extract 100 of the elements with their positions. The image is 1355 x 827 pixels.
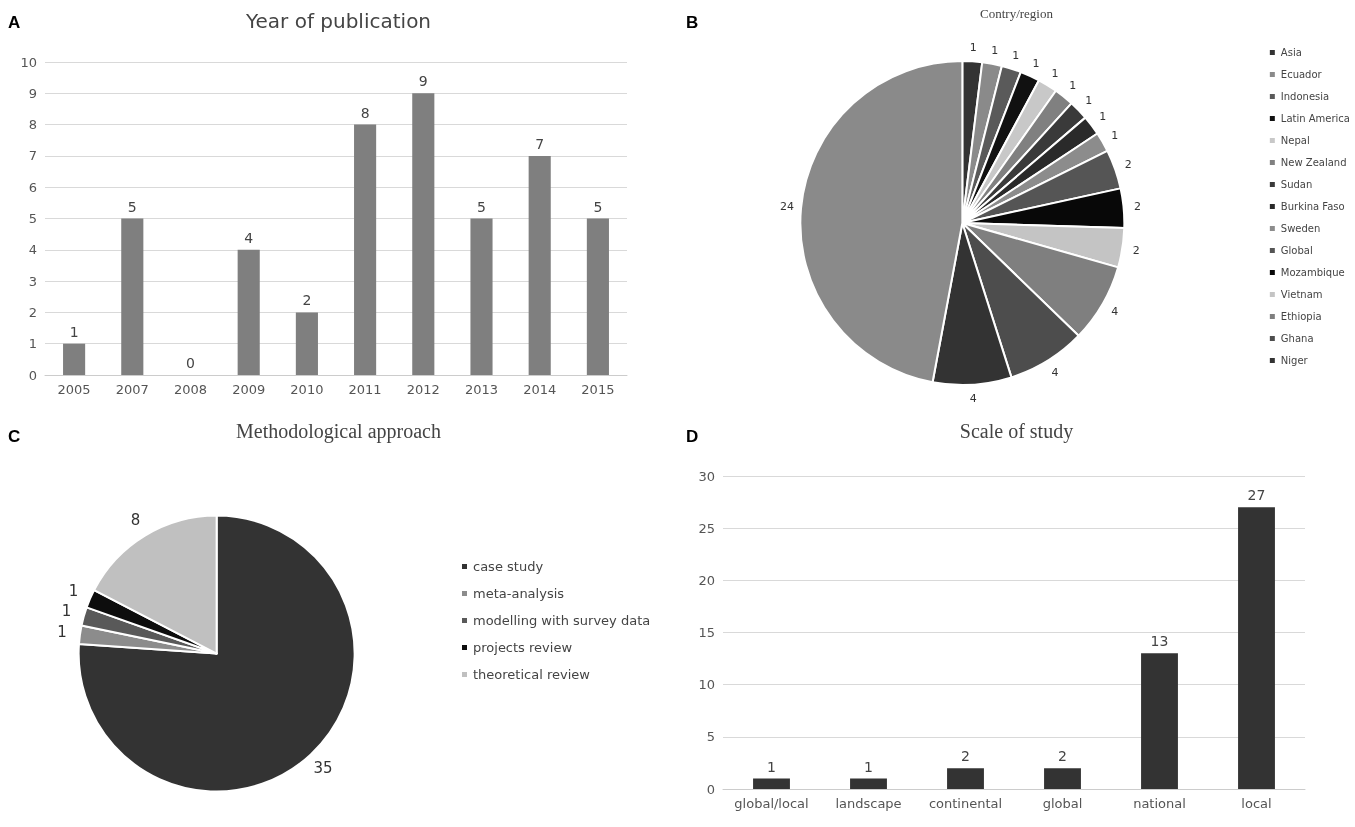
data-label: 2 xyxy=(1124,158,1132,172)
legend-label: Asia xyxy=(1280,47,1302,58)
text: A xyxy=(8,13,21,32)
legend-label: modelling with survey data xyxy=(473,613,651,628)
data-label: 1 xyxy=(969,40,977,54)
data-label: 1 xyxy=(57,623,67,642)
bar xyxy=(586,218,609,375)
x-tick-label: 2005 xyxy=(57,382,91,397)
legend-label: meta-analysis xyxy=(473,586,565,601)
x-tick-label: global xyxy=(1042,796,1083,811)
y-tick-label: 5 xyxy=(28,211,37,226)
bar xyxy=(63,343,86,375)
y-tick-label: 15 xyxy=(698,625,715,640)
x-tick-label: 2014 xyxy=(523,382,557,397)
bar xyxy=(850,778,887,789)
data-label: 1 xyxy=(1051,66,1059,80)
bar xyxy=(354,124,377,375)
data-label: 8 xyxy=(130,511,141,530)
bar xyxy=(1141,653,1178,789)
legend-label: Latin America xyxy=(1280,113,1351,124)
y-tick-label: 7 xyxy=(28,148,37,164)
data-label: 4 xyxy=(1111,304,1119,318)
y-tick-label: 0 xyxy=(706,781,715,797)
data-label: 8 xyxy=(360,104,370,121)
data-label: 1 xyxy=(767,758,776,775)
legend-label: case study xyxy=(473,559,544,574)
legend-label: projects review xyxy=(473,640,573,655)
legend-label: Sweden xyxy=(1280,223,1321,234)
x-tick-label: local xyxy=(1241,796,1272,811)
y-tick-label: 30 xyxy=(698,468,715,484)
x-tick-label: 2013 xyxy=(464,382,499,397)
x-tick-label: 2010 xyxy=(290,382,324,397)
data-label: 4 xyxy=(1051,366,1059,380)
x-tick-label: 2009 xyxy=(232,382,266,397)
data-label: 0 xyxy=(186,355,195,371)
y-tick-label: 10 xyxy=(20,54,37,70)
y-tick-label: 9 xyxy=(28,85,37,101)
data-label: 4 xyxy=(244,229,254,246)
y-tick-label: 20 xyxy=(698,572,715,588)
legend-label: Ecuador xyxy=(1280,69,1323,80)
y-tick-label: 6 xyxy=(28,179,37,195)
data-label: 5 xyxy=(127,198,137,215)
bar xyxy=(121,218,144,375)
text: D xyxy=(686,427,699,446)
data-label: 35 xyxy=(313,758,333,777)
y-tick-label: 25 xyxy=(698,520,715,536)
data-label: 1 xyxy=(61,602,72,621)
data-label: 1 xyxy=(1111,128,1119,142)
data-label: 2 xyxy=(302,292,312,309)
legend-label: Niger xyxy=(1280,355,1309,366)
data-label: 2 xyxy=(1134,200,1142,214)
legend-label: Ethiopia xyxy=(1280,311,1322,322)
chart-title: Scale of study xyxy=(959,420,1074,443)
data-label: 9 xyxy=(418,73,428,90)
data-label: 5 xyxy=(593,198,603,215)
x-tick-label: 2011 xyxy=(348,382,382,397)
y-tick-label: 5 xyxy=(706,729,715,745)
y-tick-label: 3 xyxy=(28,273,37,289)
data-label: 4 xyxy=(969,392,977,406)
x-tick-label: 2012 xyxy=(406,382,440,397)
y-tick-label: 4 xyxy=(28,242,37,258)
data-label: 1 xyxy=(69,323,79,340)
y-tick-label: 2 xyxy=(28,304,37,320)
data-label: 7 xyxy=(535,135,545,152)
x-tick-label: 2008 xyxy=(173,382,208,397)
legend-label: Sudan xyxy=(1280,179,1313,190)
x-tick-label: continental xyxy=(928,796,1003,811)
data-label: 1 xyxy=(1032,56,1040,70)
text: B xyxy=(686,13,699,32)
x-tick-label: global/local xyxy=(734,796,809,811)
chart-title: Year of publication xyxy=(244,9,432,33)
y-tick-label: 0 xyxy=(28,367,37,383)
legend-label: Burkina Faso xyxy=(1280,201,1345,212)
legend-label: Ghana xyxy=(1280,333,1314,344)
data-label: 1 xyxy=(991,43,999,57)
legend-label: Nepal xyxy=(1280,135,1310,146)
chart-title: Methodological approach xyxy=(236,420,441,443)
data-label: 1 xyxy=(1085,94,1093,107)
legend-label: theoretical review xyxy=(473,667,591,682)
data-label: 27 xyxy=(1247,487,1266,504)
bar xyxy=(528,155,551,375)
legend-label: New Zealand xyxy=(1280,157,1347,168)
legend-label: Global xyxy=(1280,245,1313,256)
data-label: 24 xyxy=(780,200,795,214)
legend-label: Indonesia xyxy=(1280,91,1330,102)
x-tick-label: 2015 xyxy=(581,382,615,397)
bar xyxy=(1044,768,1081,789)
legend-label: Vietnam xyxy=(1280,289,1323,300)
bar xyxy=(237,249,260,375)
bar xyxy=(412,93,435,375)
bar xyxy=(1238,507,1275,789)
data-label: 2 xyxy=(1058,748,1067,765)
chart-title: Contry/region xyxy=(980,6,1054,21)
data-label: 2 xyxy=(961,748,970,765)
data-label: 2 xyxy=(1132,243,1140,257)
bar xyxy=(470,218,493,375)
bar xyxy=(295,312,318,375)
data-label: 1 xyxy=(1012,48,1020,62)
y-tick-label: 10 xyxy=(698,677,715,693)
y-tick-label: 8 xyxy=(28,117,37,133)
